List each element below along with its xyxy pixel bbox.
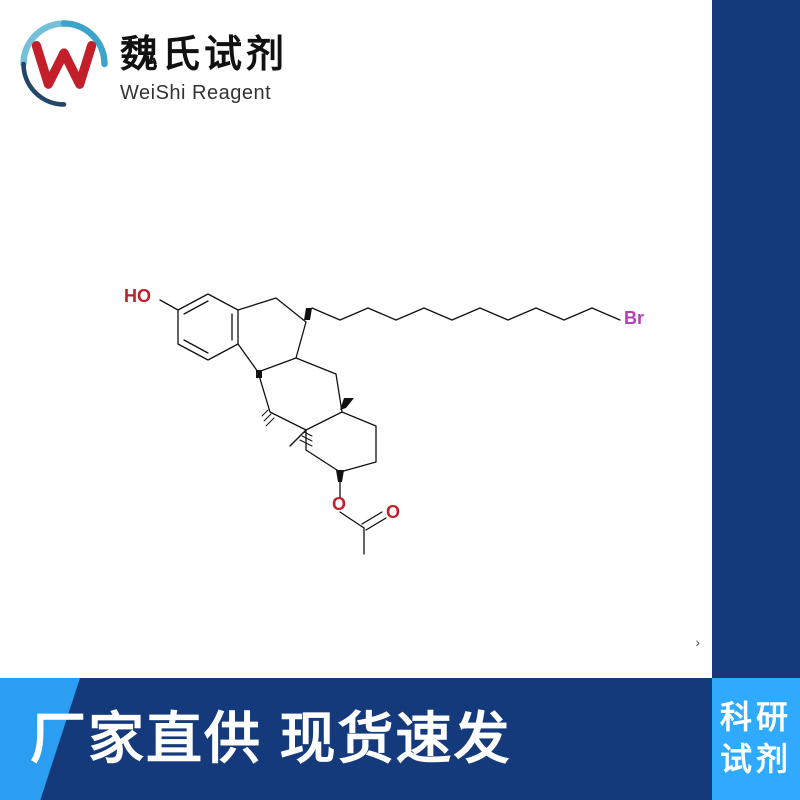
page-canvas: 魏氏试剂 WeiShi Reagent 科研 试剂 厂家直供 现货速发 [0,0,800,800]
right-strip-text-2: 试剂 [720,739,792,781]
label-Br: Br [624,308,644,329]
label-O-carbonyl: O [386,502,400,523]
brand-logo-block: 魏氏试剂 WeiShi Reagent [18,18,288,110]
label-HO: HO [124,286,151,307]
bottom-banner-text: 厂家直供 现货速发 [0,678,712,800]
brand-logo-icon [18,18,110,110]
brand-name-en: WeiShi Reagent [120,82,288,105]
brand-name-cn: 魏氏试剂 [120,23,288,78]
right-strip-navy [712,0,800,678]
bottom-banner: 厂家直供 现货速发 [0,678,712,800]
tiny-mark: › [695,634,700,650]
brand-text-block: 魏氏试剂 WeiShi Reagent [120,23,288,105]
right-strip: 科研 试剂 [712,0,800,800]
label-O-ester: O [332,494,346,515]
chemical-structure: HO Br O O [130,250,710,610]
right-strip-blue-box: 科研 试剂 [712,678,800,800]
right-strip-text-1: 科研 [720,697,792,739]
